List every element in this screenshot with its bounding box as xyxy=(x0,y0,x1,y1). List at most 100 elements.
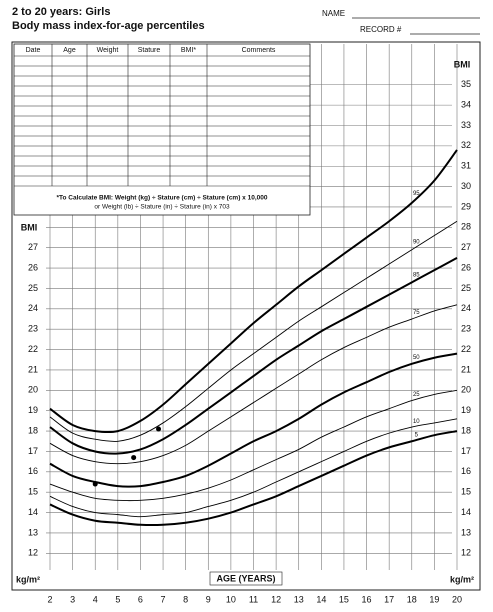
percentile-curve xyxy=(49,220,458,442)
x-tick-label: 8 xyxy=(183,594,188,604)
y-tick-label: 27 xyxy=(461,242,471,252)
table-note: *To Calculate BMI: Weight (kg) ÷ Stature… xyxy=(57,195,268,202)
x-tick-label: 14 xyxy=(316,594,326,604)
y-unit-label: kg/m² xyxy=(16,574,40,584)
table-header: Age xyxy=(63,47,76,54)
x-tick-label: 15 xyxy=(339,594,349,604)
plot: 95 90 85 75 50 25 10 5 xyxy=(49,149,458,527)
y-tick-label: 16 xyxy=(28,466,38,476)
x-tick-label: 9 xyxy=(206,594,211,604)
y-tick-label: 16 xyxy=(461,466,471,476)
x-axis-label: AGE (YEARS) xyxy=(216,573,275,583)
y-tick-label: 15 xyxy=(461,487,471,497)
measurement-point xyxy=(131,455,137,461)
table-header: BMI* xyxy=(181,47,196,54)
x-tick-label: 3 xyxy=(70,594,75,604)
y-tick-label: 25 xyxy=(461,283,471,293)
percentile-label: 95 xyxy=(413,191,420,197)
x-tick-label: 11 xyxy=(249,594,258,604)
percentile-curve xyxy=(49,430,458,527)
y-axis-label: BMI xyxy=(21,222,38,232)
y-tick-label: 26 xyxy=(28,262,38,272)
x-tick-label: 19 xyxy=(429,594,439,604)
x-tick-label: 7 xyxy=(161,594,166,604)
table-header: Stature xyxy=(138,47,161,54)
x-tick-label: 20 xyxy=(452,594,462,604)
y-tick-label: 19 xyxy=(461,405,471,415)
y-tick-label: 14 xyxy=(28,507,38,517)
percentile-curve xyxy=(49,352,458,488)
chart-subtitle: Body mass index-for-age percentiles xyxy=(12,20,205,32)
y-tick-label: 21 xyxy=(461,364,471,374)
name-label: NAME xyxy=(322,9,345,18)
y-tick-label: 32 xyxy=(461,140,471,150)
y-tick-label: 22 xyxy=(461,344,471,354)
y-tick-label: 27 xyxy=(28,242,38,252)
table-note: or Weight (lb) ÷ Stature (in) ÷ Stature … xyxy=(94,204,230,211)
measurement-point xyxy=(156,426,162,432)
y-tick-label: 12 xyxy=(28,548,38,558)
y-tick-label: 28 xyxy=(461,222,471,232)
x-tick-label: 18 xyxy=(407,594,417,604)
y-tick-label: 24 xyxy=(28,303,38,313)
y-tick-label: 35 xyxy=(461,79,471,89)
percentile-label: 5 xyxy=(415,433,419,439)
percentile-label: 75 xyxy=(413,310,420,316)
record-table: Date Age Weight Stature BMI* Comments *To Calc… xyxy=(13,43,311,216)
table-header: Weight xyxy=(97,47,119,54)
percentile-curve xyxy=(49,389,458,502)
y-tick-label: 15 xyxy=(28,487,38,497)
measurement-point xyxy=(92,481,98,487)
y-tick-label: 34 xyxy=(461,99,471,109)
percentile-curve xyxy=(49,418,458,518)
y-tick-label: 23 xyxy=(461,324,471,334)
x-tick-label: 6 xyxy=(138,594,143,604)
record-label: RECORD # xyxy=(360,25,402,34)
chart-title: 2 to 20 years: Girls xyxy=(12,6,110,18)
percentile-curve xyxy=(49,149,458,434)
y-tick-label: 17 xyxy=(461,446,471,456)
x-tick-label: 10 xyxy=(226,594,236,604)
y-axis-label: BMI xyxy=(454,59,471,69)
y-tick-label: 14 xyxy=(461,507,471,517)
x-tick-label: 4 xyxy=(93,594,98,604)
y-tick-label: 30 xyxy=(461,181,471,191)
y-tick-label: 17 xyxy=(28,446,38,456)
y-tick-label: 18 xyxy=(28,425,38,435)
y-tick-label: 24 xyxy=(461,303,471,313)
x-tick-label: 17 xyxy=(384,594,394,604)
y-tick-label: 13 xyxy=(28,527,38,537)
y-tick-label: 20 xyxy=(28,385,38,395)
y-tick-label: 20 xyxy=(461,385,471,395)
percentile-label: 90 xyxy=(413,239,420,245)
y-tick-label: 18 xyxy=(461,425,471,435)
y-tick-label: 33 xyxy=(461,120,471,130)
y-tick-label: 29 xyxy=(461,201,471,211)
percentile-label: 50 xyxy=(413,355,420,361)
y-tick-label: 31 xyxy=(461,161,471,171)
y-tick-label: 26 xyxy=(461,262,471,272)
y-tick-label: 13 xyxy=(461,527,471,537)
y-tick-label: 21 xyxy=(28,364,38,374)
y-unit-label: kg/m² xyxy=(450,574,474,584)
y-tick-label: 25 xyxy=(28,283,38,293)
percentile-label: 85 xyxy=(413,272,420,278)
x-tick-label: 16 xyxy=(362,594,372,604)
x-axis-label-box xyxy=(209,571,283,586)
table-background xyxy=(13,43,311,216)
x-tick-label: 5 xyxy=(115,594,120,604)
percentile-curve xyxy=(49,304,458,465)
table-header: Comments xyxy=(242,47,276,54)
percentile-label: 10 xyxy=(413,419,420,425)
x-tick-label: 2 xyxy=(47,594,52,604)
percentile-label: 25 xyxy=(413,392,420,398)
table-header: Date xyxy=(26,47,41,54)
y-tick-label: 22 xyxy=(28,344,38,354)
percentile-curve xyxy=(49,257,458,455)
x-tick-label: 12 xyxy=(271,594,281,604)
y-tick-label: 12 xyxy=(461,548,471,558)
y-tick-label: 19 xyxy=(28,405,38,415)
y-tick-label: 23 xyxy=(28,324,38,334)
x-tick-label: 13 xyxy=(294,594,304,604)
